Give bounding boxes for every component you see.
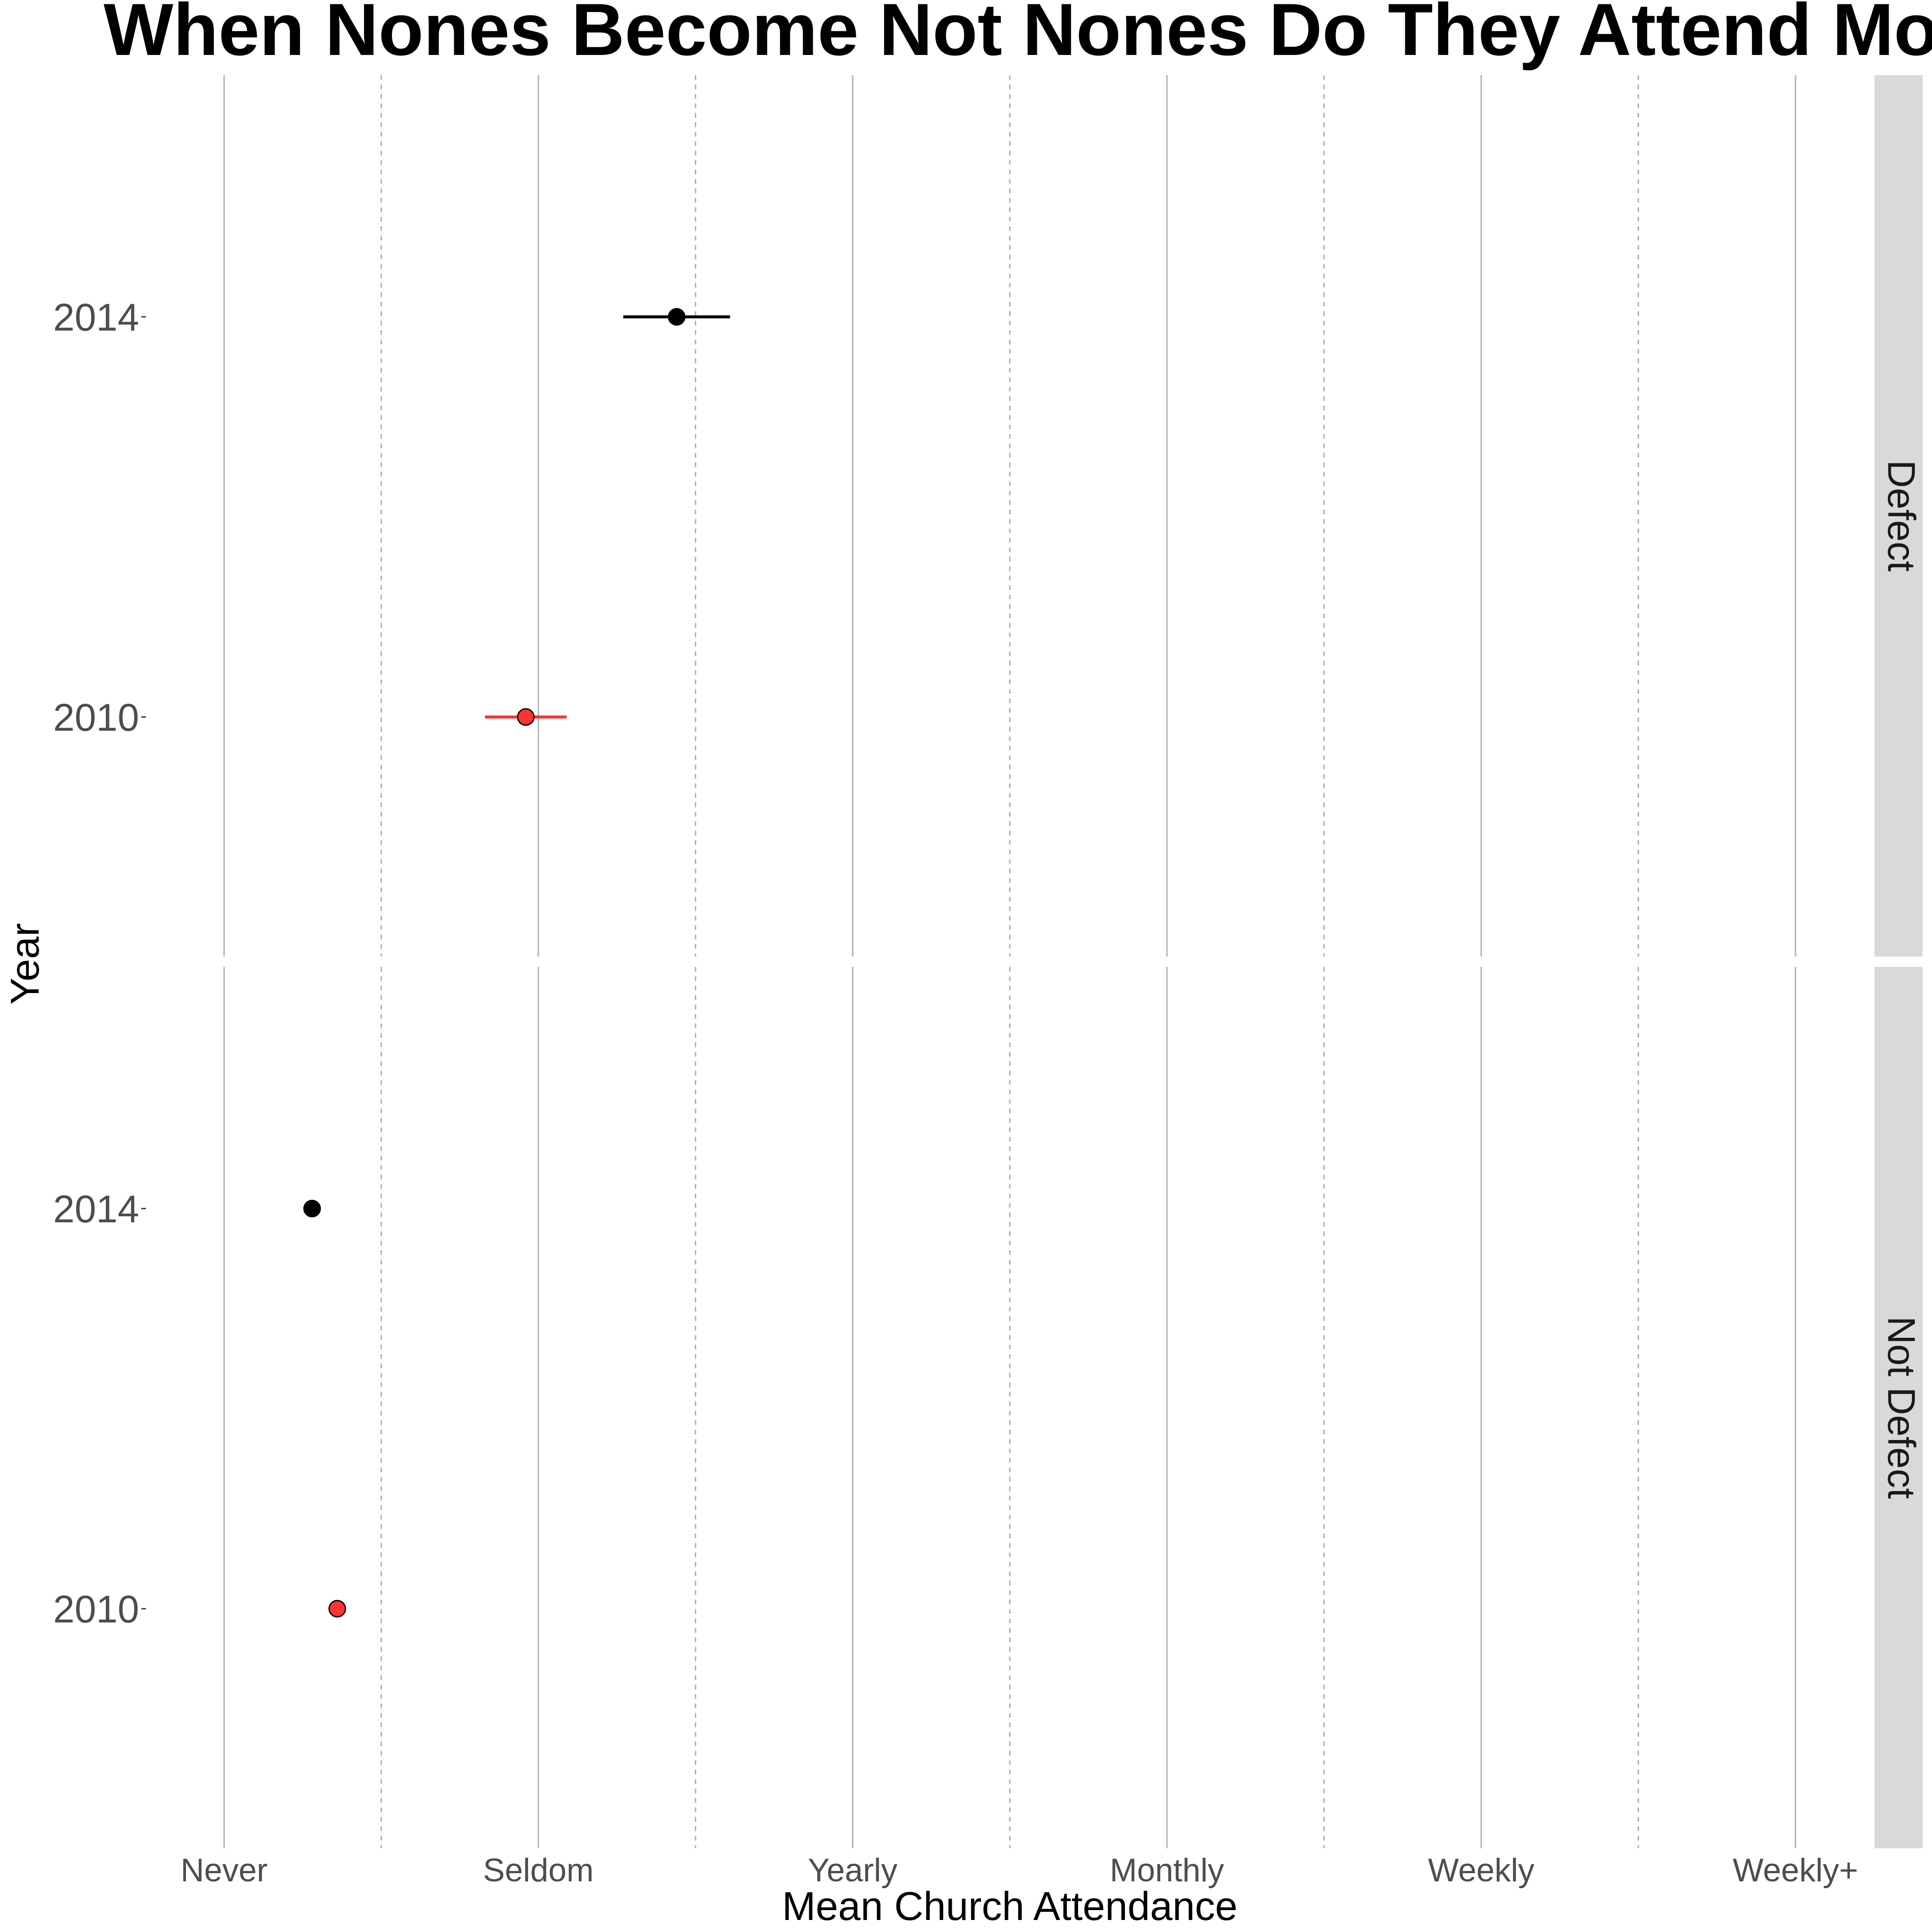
- facet-panel-1: 2010 2014 Not Defect: [53, 967, 1923, 1848]
- facet-strip-label: Not Defect: [1880, 1316, 1923, 1499]
- data-point: [328, 1600, 346, 1618]
- data-point: [303, 1200, 321, 1218]
- x-axis-title: Mean Church Attendance: [782, 1883, 1238, 1929]
- x-tick-label: Yearly: [808, 1852, 897, 1889]
- facet-strip: [1874, 75, 1923, 957]
- facet-panel-0: 2010 2014 Defect: [53, 75, 1923, 957]
- data-point: [517, 708, 535, 726]
- y-tick-label: 2014: [53, 296, 139, 339]
- y-tick-label: 2010: [53, 696, 139, 739]
- chart-title: When Nones Become Not Nones Do They Atte…: [103, 0, 1932, 71]
- x-tick-label: Weekly+: [1733, 1852, 1858, 1889]
- x-tick-label: Weekly: [1428, 1852, 1534, 1889]
- x-tick-label: Never: [181, 1852, 268, 1889]
- data-point: [668, 308, 686, 326]
- facet-strip: [1874, 967, 1923, 1848]
- x-tick-label: Monthly: [1110, 1852, 1224, 1889]
- y-axis-title: Year: [2, 923, 47, 1005]
- y-tick-label: 2014: [53, 1188, 139, 1231]
- plot-area: 2010 2014 Defect 2010 2014 Not Defect Never Sel…: [53, 75, 1923, 1889]
- facet-strip-label: Defect: [1880, 460, 1923, 571]
- x-tick-label: Seldom: [483, 1852, 594, 1889]
- y-tick-label: 2010: [53, 1588, 139, 1631]
